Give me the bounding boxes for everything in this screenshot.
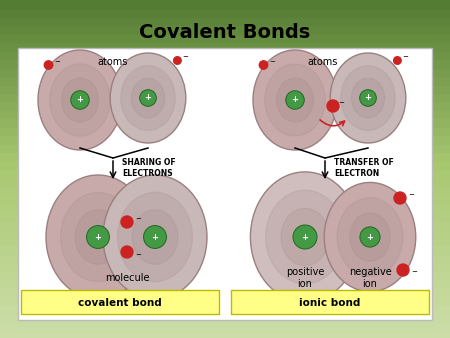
FancyBboxPatch shape (18, 48, 432, 320)
Text: −: − (269, 58, 275, 65)
Circle shape (121, 216, 133, 228)
Text: ionic bond: ionic bond (299, 298, 361, 308)
Circle shape (360, 90, 376, 106)
Text: −: − (54, 58, 60, 65)
FancyBboxPatch shape (21, 290, 219, 314)
Ellipse shape (276, 78, 314, 122)
Text: −: − (182, 54, 188, 61)
Circle shape (394, 57, 401, 64)
Ellipse shape (75, 210, 121, 264)
Text: SHARING OF
ELECTRONS: SHARING OF ELECTRONS (122, 158, 176, 178)
Circle shape (293, 225, 317, 249)
Text: +: + (302, 233, 309, 241)
Text: −: − (338, 100, 344, 106)
Ellipse shape (281, 208, 329, 266)
Ellipse shape (46, 175, 150, 299)
Ellipse shape (121, 66, 175, 130)
Text: covalent bond: covalent bond (78, 298, 162, 308)
Ellipse shape (266, 190, 344, 284)
Ellipse shape (351, 78, 385, 118)
FancyBboxPatch shape (231, 290, 429, 314)
Ellipse shape (62, 78, 99, 122)
Ellipse shape (324, 183, 416, 292)
Ellipse shape (132, 210, 178, 264)
Text: TRANSFER OF
ELECTRON: TRANSFER OF ELECTRON (334, 158, 394, 178)
Ellipse shape (131, 78, 165, 118)
Ellipse shape (61, 192, 135, 282)
Ellipse shape (253, 50, 337, 150)
Circle shape (259, 61, 268, 69)
Text: +: + (292, 96, 298, 104)
Ellipse shape (50, 64, 110, 136)
Text: +: + (364, 94, 372, 102)
Ellipse shape (330, 53, 406, 143)
Text: +: + (76, 96, 84, 104)
Ellipse shape (265, 64, 325, 136)
Ellipse shape (350, 213, 390, 261)
Text: −: − (402, 54, 408, 61)
Text: −: − (408, 192, 414, 198)
Text: −: − (135, 252, 141, 258)
Ellipse shape (103, 175, 207, 299)
Text: negative
ion: negative ion (349, 267, 392, 289)
Text: molecule: molecule (105, 273, 149, 283)
Circle shape (360, 227, 380, 247)
Ellipse shape (38, 50, 122, 150)
Text: −: − (411, 269, 417, 275)
Text: atoms: atoms (98, 57, 128, 67)
Circle shape (327, 100, 339, 112)
Ellipse shape (117, 192, 193, 282)
Circle shape (44, 61, 53, 69)
Circle shape (140, 90, 156, 106)
Ellipse shape (337, 198, 403, 276)
Circle shape (394, 192, 406, 204)
Text: atoms: atoms (308, 57, 338, 67)
Circle shape (121, 246, 133, 258)
Text: +: + (94, 233, 102, 241)
FancyArrowPatch shape (320, 120, 345, 126)
Circle shape (286, 91, 304, 109)
Text: +: + (144, 94, 152, 102)
Text: +: + (366, 233, 373, 241)
Circle shape (397, 264, 409, 276)
Circle shape (174, 57, 181, 64)
Text: Covalent Bonds: Covalent Bonds (140, 23, 310, 42)
Circle shape (86, 225, 109, 248)
Circle shape (144, 225, 166, 248)
Circle shape (71, 91, 89, 109)
Text: positive
ion: positive ion (286, 267, 324, 289)
Ellipse shape (341, 66, 395, 130)
Ellipse shape (250, 172, 360, 302)
Text: +: + (152, 233, 158, 241)
Text: −: − (135, 216, 141, 222)
Ellipse shape (110, 53, 186, 143)
